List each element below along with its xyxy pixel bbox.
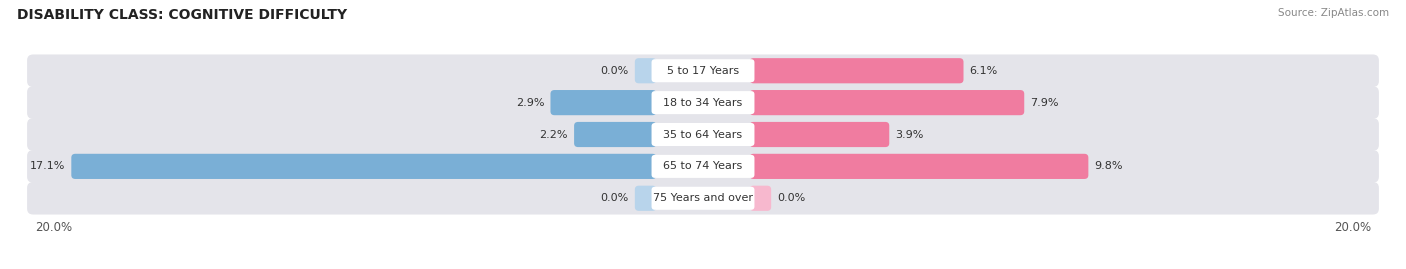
FancyBboxPatch shape bbox=[749, 58, 963, 83]
Text: 9.8%: 9.8% bbox=[1094, 161, 1123, 171]
FancyBboxPatch shape bbox=[651, 91, 755, 114]
FancyBboxPatch shape bbox=[749, 90, 1024, 115]
Text: Source: ZipAtlas.com: Source: ZipAtlas.com bbox=[1278, 8, 1389, 18]
Text: 65 to 74 Years: 65 to 74 Years bbox=[664, 161, 742, 171]
Text: 20.0%: 20.0% bbox=[35, 221, 72, 233]
FancyBboxPatch shape bbox=[651, 187, 755, 210]
FancyBboxPatch shape bbox=[27, 182, 1379, 214]
FancyBboxPatch shape bbox=[651, 155, 755, 178]
Text: 6.1%: 6.1% bbox=[970, 66, 998, 76]
FancyBboxPatch shape bbox=[749, 122, 889, 147]
Text: 0.0%: 0.0% bbox=[778, 193, 806, 203]
Text: 2.2%: 2.2% bbox=[540, 129, 568, 140]
Text: DISABILITY CLASS: COGNITIVE DIFFICULTY: DISABILITY CLASS: COGNITIVE DIFFICULTY bbox=[17, 8, 347, 22]
Text: 3.9%: 3.9% bbox=[896, 129, 924, 140]
FancyBboxPatch shape bbox=[636, 186, 657, 211]
Text: 17.1%: 17.1% bbox=[30, 161, 65, 171]
FancyBboxPatch shape bbox=[574, 122, 657, 147]
FancyBboxPatch shape bbox=[636, 58, 657, 83]
FancyBboxPatch shape bbox=[749, 154, 1088, 179]
Text: 35 to 64 Years: 35 to 64 Years bbox=[664, 129, 742, 140]
FancyBboxPatch shape bbox=[72, 154, 657, 179]
FancyBboxPatch shape bbox=[27, 55, 1379, 87]
Text: 0.0%: 0.0% bbox=[600, 193, 628, 203]
FancyBboxPatch shape bbox=[651, 59, 755, 82]
FancyBboxPatch shape bbox=[27, 86, 1379, 119]
FancyBboxPatch shape bbox=[27, 150, 1379, 183]
Text: 7.9%: 7.9% bbox=[1031, 98, 1059, 108]
FancyBboxPatch shape bbox=[749, 186, 770, 211]
FancyBboxPatch shape bbox=[27, 118, 1379, 151]
Text: 5 to 17 Years: 5 to 17 Years bbox=[666, 66, 740, 76]
Text: 18 to 34 Years: 18 to 34 Years bbox=[664, 98, 742, 108]
Text: 2.9%: 2.9% bbox=[516, 98, 544, 108]
FancyBboxPatch shape bbox=[651, 123, 755, 146]
FancyBboxPatch shape bbox=[551, 90, 657, 115]
Text: 75 Years and over: 75 Years and over bbox=[652, 193, 754, 203]
Text: 0.0%: 0.0% bbox=[600, 66, 628, 76]
Text: 20.0%: 20.0% bbox=[1334, 221, 1371, 233]
